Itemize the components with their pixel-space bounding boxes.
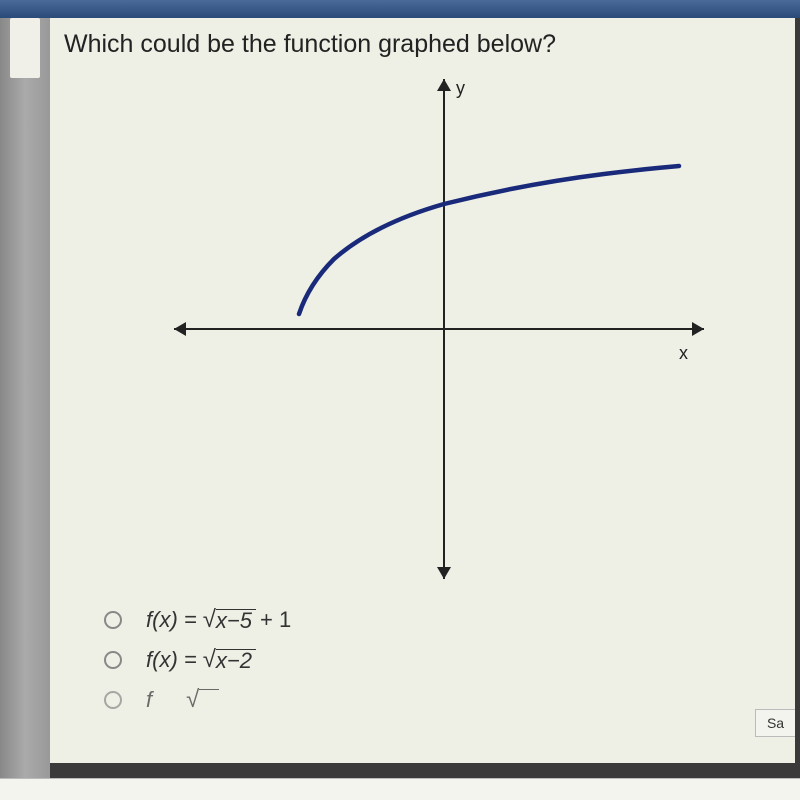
window-title-bar [0, 0, 800, 18]
option-b-lhs: f(x) = [146, 647, 197, 673]
radical-icon: √ [203, 609, 216, 631]
option-c-radicand [199, 689, 219, 712]
option-a-radicand: x−5 [216, 609, 256, 632]
option-b[interactable]: f(x) = √ x−2 [104, 647, 795, 673]
option-b-radicand: x−2 [216, 649, 256, 672]
x-axis-arrow-left [174, 322, 186, 336]
option-a[interactable]: f(x) = √ x−5 + 1 [104, 607, 795, 633]
left-sidebar [0, 18, 50, 778]
sqrt-expression: √ x−2 [203, 649, 256, 672]
option-a-lhs: f(x) = [146, 607, 197, 633]
question-text: Which could be the function graphed belo… [64, 30, 795, 59]
answer-options: f(x) = √ x−5 + 1 f(x) = √ x−2 f √ [104, 607, 795, 713]
status-bar [0, 778, 800, 800]
y-axis-label: y [456, 78, 465, 98]
radio-icon[interactable] [104, 691, 122, 709]
option-a-tail: + 1 [260, 607, 291, 633]
radio-icon[interactable] [104, 651, 122, 669]
radical-icon: √ [186, 689, 199, 711]
option-c[interactable]: f √ [104, 687, 795, 713]
sqrt-expression: √ [186, 689, 219, 712]
option-c-lhs: f [146, 687, 152, 713]
x-axis-arrow-right [692, 322, 704, 336]
y-axis-arrow-up [437, 79, 451, 91]
x-axis-label: x [679, 343, 688, 363]
graph-svg: y x [164, 69, 724, 589]
question-panel: Which could be the function graphed belo… [50, 18, 795, 763]
function-curve [299, 166, 679, 314]
y-axis-arrow-down [437, 567, 451, 579]
radio-icon[interactable] [104, 611, 122, 629]
radical-icon: √ [203, 649, 216, 671]
save-button[interactable]: Sa [755, 709, 795, 737]
sqrt-expression: √ x−5 [203, 609, 256, 632]
function-graph: y x [164, 69, 724, 589]
